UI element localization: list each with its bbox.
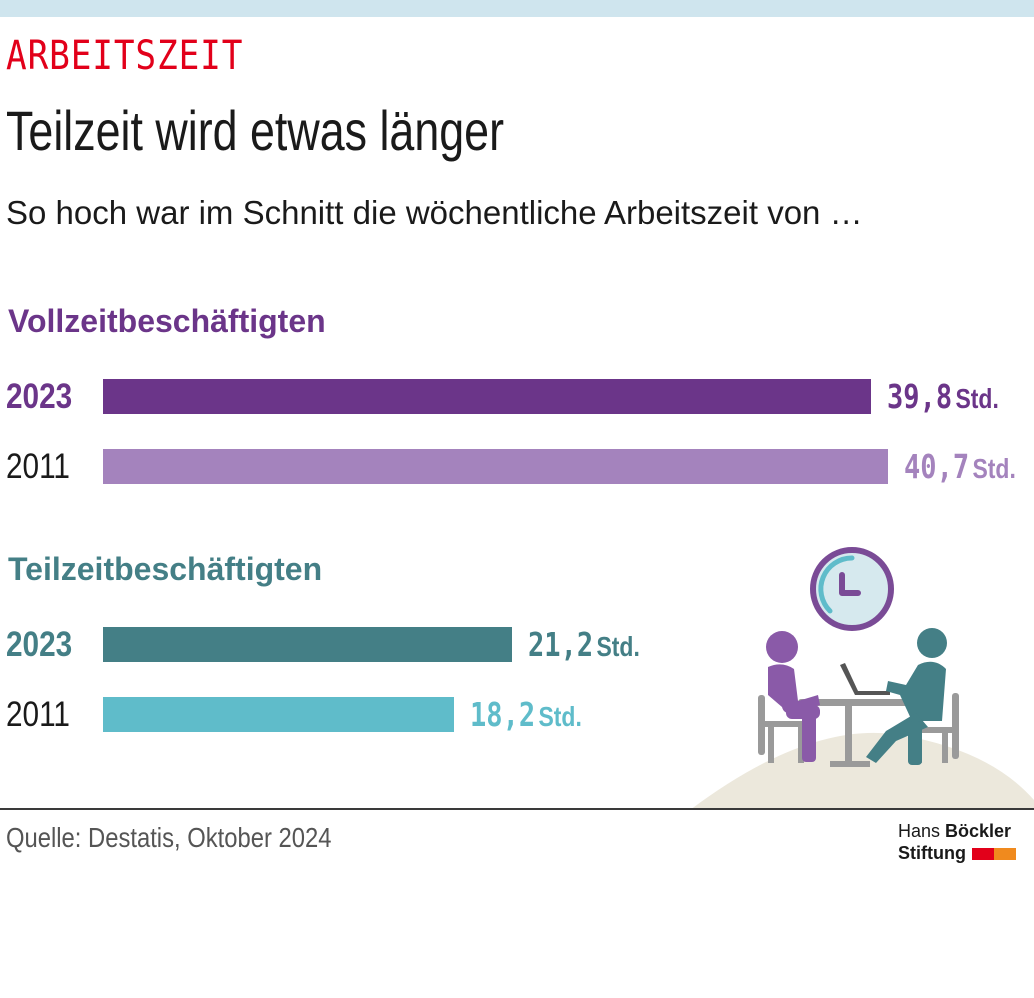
value-unit: Std. xyxy=(955,383,999,414)
ground-hill xyxy=(690,732,1034,810)
chart-subtitle: So hoch war im Schnitt die wöchentliche … xyxy=(6,194,863,231)
value-number: 21,2 xyxy=(527,625,594,664)
value-label: 40,7 Std. xyxy=(904,447,1016,489)
meeting-with-clock-icon xyxy=(690,547,1034,810)
bar xyxy=(103,627,512,662)
value-label: 21,2 Std. xyxy=(528,625,640,667)
year-label: 2011 xyxy=(6,447,70,486)
value-number: 18,2 xyxy=(470,695,536,734)
group-title: Teilzeitbeschäftigten xyxy=(8,551,323,587)
kicker: ARBEITSZEIT xyxy=(6,33,244,79)
source-note: Quelle: Destatis, Oktober 2024 xyxy=(6,822,332,853)
value-number: 40,7 xyxy=(904,447,970,486)
bar xyxy=(103,379,871,414)
value-unit: Std. xyxy=(538,701,582,732)
value-unit: Std. xyxy=(972,453,1016,484)
year-label: 2023 xyxy=(6,625,73,664)
bar xyxy=(103,449,888,484)
value-label: 39,8 Std. xyxy=(887,377,999,419)
year-label: 2011 xyxy=(6,695,70,734)
group-title: Vollzeitbeschäftigten xyxy=(8,303,326,339)
year-label: 2023 xyxy=(6,377,73,416)
value-label: 18,2 Std. xyxy=(470,695,582,737)
value-unit: Std. xyxy=(596,631,640,662)
footer-rule xyxy=(0,808,1034,810)
bar xyxy=(103,697,455,732)
value-number: 39,8 xyxy=(886,377,952,416)
top-band xyxy=(0,0,1034,17)
chart-title: Teilzeit wird etwas länger xyxy=(6,99,504,162)
hans-boeckler-stiftung-logo: Hans Böckler Stiftung xyxy=(898,820,1028,864)
